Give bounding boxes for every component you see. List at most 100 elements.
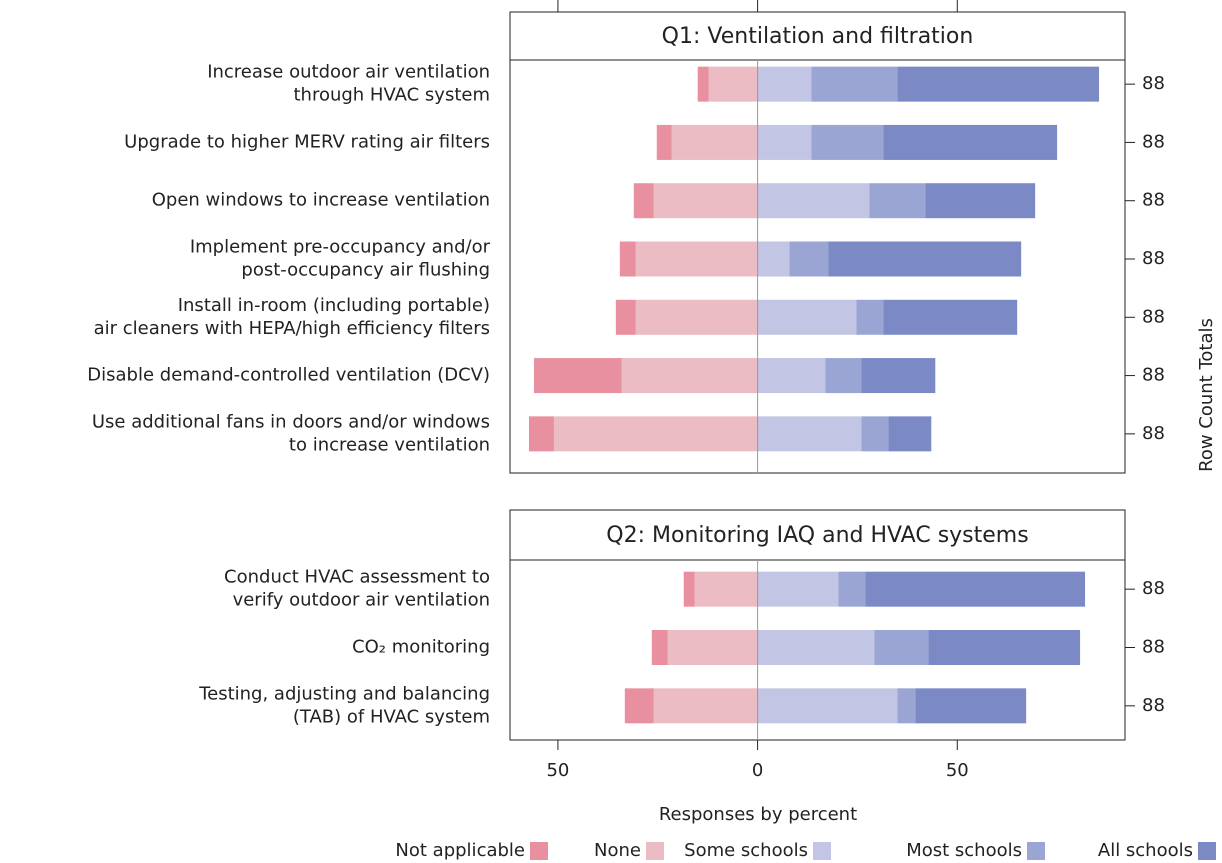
bar-segment <box>789 241 829 277</box>
bar-segment <box>757 124 812 160</box>
row-total: 88 <box>1142 423 1165 444</box>
row-total: 88 <box>1142 131 1165 152</box>
legend-label: All schools <box>1098 840 1193 861</box>
bar-segment <box>651 630 668 665</box>
category-label: CO₂ monitoring <box>352 637 490 658</box>
y2-axis-label: Row Count Totals <box>1196 318 1217 472</box>
category-label: Testing, adjusting and balancing (TAB) of… <box>198 683 490 727</box>
x-axis-label: Responses by percent <box>659 804 857 825</box>
bar-segment <box>683 571 695 607</box>
bar-segment <box>757 688 898 724</box>
bar-segment <box>624 688 654 724</box>
bar-segment <box>874 630 929 665</box>
legend-label: None <box>594 840 641 861</box>
legend-swatch <box>1027 842 1045 860</box>
bar-segment <box>828 241 1022 277</box>
category-label-line: CO₂ monitoring <box>352 637 490 658</box>
bar-segment <box>838 571 866 607</box>
bar-segment <box>533 358 622 394</box>
panel-frame <box>509 509 1126 741</box>
bar-segment <box>653 183 758 219</box>
row-total: 88 <box>1142 578 1165 599</box>
legend-swatch <box>1198 842 1216 860</box>
legend-swatch <box>813 842 831 860</box>
panel-title: Q2: Monitoring IAQ and HVAC systems <box>606 523 1028 548</box>
bar-segment <box>925 183 1036 219</box>
bar-segment <box>825 358 862 394</box>
bar-segment <box>757 299 857 335</box>
category-label-line: through HVAC system <box>293 85 490 106</box>
row-total: 88 <box>1142 190 1165 211</box>
category-label-line: Testing, adjusting and balancing <box>198 683 490 704</box>
legend-label: Not applicable <box>395 840 525 861</box>
bar-segment <box>928 630 1081 665</box>
category-label: Implement pre-occupancy and/or post-occup… <box>190 237 491 281</box>
bar-segment <box>865 571 1086 607</box>
legend-label: Some schools <box>684 840 808 861</box>
bar-segment <box>671 124 758 160</box>
bar-segment <box>861 358 936 394</box>
bar-segment <box>553 416 758 452</box>
legend-swatch <box>646 842 664 860</box>
bar-segment <box>757 571 839 607</box>
bar-segment <box>708 66 758 102</box>
bar-segment <box>856 299 884 335</box>
bar-segment <box>897 66 1100 102</box>
category-label-line: Upgrade to higher MERV rating air filter… <box>124 131 490 152</box>
bar-segment <box>633 183 654 219</box>
row-total: 88 <box>1142 637 1165 658</box>
bar-segment <box>757 66 812 102</box>
bar-segment <box>861 416 889 452</box>
category-label: Disable demand-controlled ventilation (D… <box>87 365 490 386</box>
category-label-line: post-occupancy air flushing <box>241 260 490 281</box>
bar-segment <box>635 299 758 335</box>
row-total: 88 <box>1142 365 1165 386</box>
row-total: 88 <box>1142 248 1165 269</box>
bar-segment <box>621 358 758 394</box>
category-label-line: Open windows to increase ventilation <box>152 190 490 211</box>
bar-segment <box>528 416 554 452</box>
bar-segment <box>811 124 884 160</box>
category-label-line: Use additional fans in doors and/or wind… <box>92 411 490 432</box>
bar-segment <box>883 299 1018 335</box>
bar-segment <box>757 630 875 665</box>
x-tick-label: 50 <box>946 760 969 781</box>
category-label: Increase outdoor air ventilation through … <box>207 62 490 106</box>
category-label-line: Increase outdoor air ventilation <box>207 62 490 83</box>
legend-swatch <box>530 842 548 860</box>
category-label-line: Implement pre-occupancy and/or <box>190 237 491 258</box>
bar-segment <box>697 66 709 102</box>
category-label: Install in-room (including portable) air … <box>94 295 490 339</box>
bar-segment <box>757 241 790 277</box>
panel-frame <box>509 11 1126 474</box>
bar-segment <box>653 688 758 724</box>
bar-segment <box>656 124 672 160</box>
category-label-line: Conduct HVAC assessment to <box>224 567 490 588</box>
x-tick-label: 0 <box>752 760 763 781</box>
category-label: Open windows to increase ventilation <box>152 190 490 211</box>
category-label-line: (TAB) of HVAC system <box>293 706 490 727</box>
bar-segment <box>915 688 1027 724</box>
category-label-line: verify outdoor air ventilation <box>233 590 490 611</box>
row-total: 88 <box>1142 695 1165 716</box>
category-label: Conduct HVAC assessment to verify outdoor… <box>224 567 490 611</box>
bar-segment <box>694 571 758 607</box>
bar-segment <box>757 416 862 452</box>
bar-segment <box>757 183 870 219</box>
bar-segment <box>619 241 636 277</box>
bar-segment <box>615 299 636 335</box>
legend-label: Most schools <box>906 840 1022 861</box>
bar-segment <box>883 124 1058 160</box>
bar-segment <box>888 416 932 452</box>
bar-segment <box>897 688 916 724</box>
bar-segment <box>635 241 758 277</box>
x-tick-label: 50 <box>546 760 569 781</box>
category-label-line: to increase ventilation <box>289 434 490 455</box>
bar-segment <box>757 358 826 394</box>
category-label-line: air cleaners with HEPA/high efficiency f… <box>94 318 490 339</box>
category-label: Upgrade to higher MERV rating air filter… <box>124 131 490 152</box>
bar-segment <box>667 630 758 665</box>
category-label-line: Install in-room (including portable) <box>178 295 490 316</box>
bar-segment <box>869 183 926 219</box>
